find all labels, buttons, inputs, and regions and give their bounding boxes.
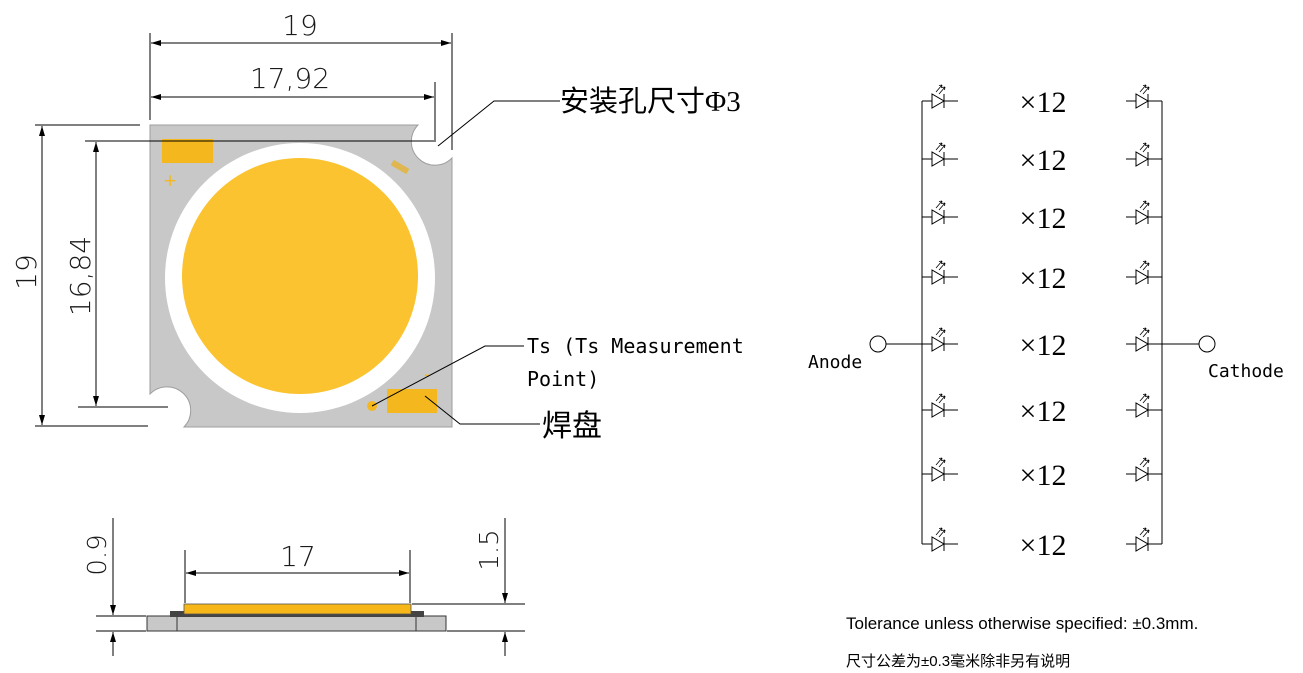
side-board bbox=[146, 615, 447, 632]
led-diode-icon bbox=[1125, 457, 1163, 482]
pad-label: 焊盘 bbox=[542, 410, 602, 443]
ts-label-line2: Point) bbox=[527, 367, 599, 391]
tolerance-note-en: Tolerance unless otherwise specified: ±0… bbox=[846, 614, 1199, 633]
dim-width-overall: 19 bbox=[282, 9, 318, 42]
led-string-row: ×12 bbox=[921, 393, 1163, 428]
led-diode-icon bbox=[1125, 260, 1163, 285]
minus-mark: - bbox=[424, 365, 430, 385]
anode-terminal bbox=[869, 335, 887, 353]
series-count-label: ×12 bbox=[1020, 262, 1067, 295]
ts-label-line1: Ts (Ts Measurement bbox=[527, 334, 744, 358]
cathode-terminal bbox=[1198, 335, 1216, 353]
series-count-label: ×12 bbox=[1020, 529, 1067, 562]
series-count-label: ×12 bbox=[1020, 395, 1067, 428]
cathode-label: Cathode bbox=[1208, 361, 1284, 382]
dim-led-width: 17 bbox=[280, 540, 316, 573]
plus-mark: + bbox=[163, 171, 177, 191]
series-count-label: ×12 bbox=[1020, 86, 1067, 119]
led-diode-icon bbox=[1125, 327, 1163, 352]
anode-label: Anode bbox=[808, 352, 862, 373]
side-phosphor bbox=[183, 603, 412, 615]
led-string-row: ×12 bbox=[921, 327, 1163, 362]
circuit-diagram: Anode Cathode ×12 ×12 ×12 ×12 ×12 ×12 ×12 ×12 bbox=[808, 84, 1284, 562]
led-diode-icon bbox=[1125, 142, 1163, 167]
led-string-row: ×12 bbox=[921, 200, 1163, 235]
phosphor-emitting-area bbox=[182, 158, 418, 394]
dim-board-thickness: 0.9 bbox=[83, 534, 113, 575]
led-diode-icon bbox=[921, 393, 959, 418]
led-diode-icon bbox=[1125, 393, 1163, 418]
dim-total-height: 1.5 bbox=[475, 529, 505, 570]
tolerance-note-cn: 尺寸公差为±0.3毫米除非另有说明 bbox=[846, 653, 1071, 670]
led-diode-icon bbox=[921, 260, 959, 285]
top-view: + - 19 17,92 19 16,84 安装孔尺寸Φ3 Ts (Ts Mea… bbox=[10, 9, 744, 443]
negative-pad bbox=[387, 389, 437, 413]
series-count-label: ×12 bbox=[1020, 329, 1067, 362]
led-diode-icon bbox=[921, 327, 959, 352]
led-diode-icon bbox=[921, 200, 959, 225]
led-diode-icon bbox=[1125, 84, 1163, 109]
led-string-row: ×12 bbox=[921, 260, 1163, 295]
series-count-label: ×12 bbox=[1020, 202, 1067, 235]
mount-hole-label: 安装孔尺寸Φ3 bbox=[560, 85, 741, 118]
dim-hole-span-horizontal: 17,92 bbox=[250, 62, 330, 95]
positive-pad bbox=[162, 139, 213, 163]
led-diode-icon bbox=[921, 84, 959, 109]
led-diode-icon bbox=[1125, 527, 1163, 552]
dim-height-overall: 19 bbox=[10, 254, 43, 290]
series-count-label: ×12 bbox=[1020, 459, 1067, 492]
led-diode-icon bbox=[1125, 200, 1163, 225]
led-string-row: ×12 bbox=[921, 457, 1163, 492]
logo-mark bbox=[390, 159, 410, 175]
led-diode-icon bbox=[921, 457, 959, 482]
led-diode-icon bbox=[921, 527, 959, 552]
led-string-row: ×12 bbox=[921, 142, 1163, 177]
dim-hole-span-vertical: 16,84 bbox=[64, 236, 97, 316]
led-string-row: ×12 bbox=[921, 84, 1163, 119]
led-diode-icon bbox=[921, 142, 959, 167]
led-string-row: ×12 bbox=[921, 527, 1163, 562]
series-count-label: ×12 bbox=[1020, 144, 1067, 177]
side-view: 17 0.9 1.5 bbox=[83, 518, 525, 656]
